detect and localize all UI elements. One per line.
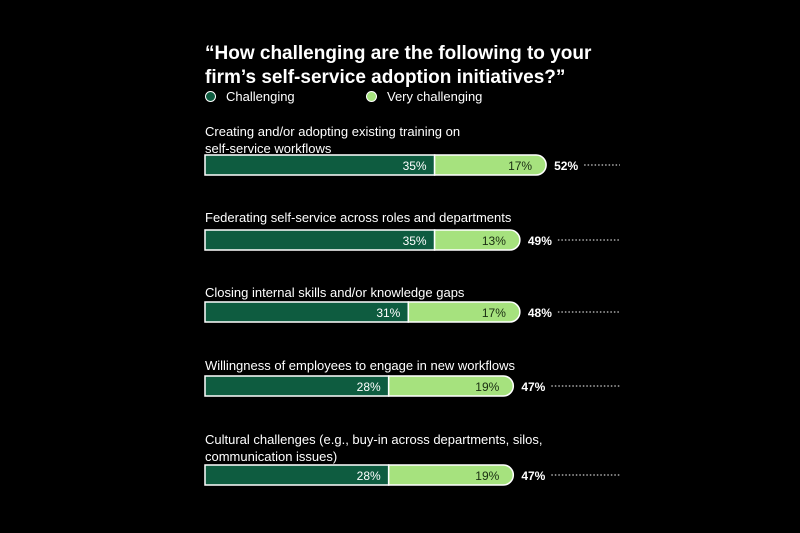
bar-very-challenging-1 — [433, 229, 521, 251]
bar-very-challenging-4 — [387, 464, 515, 486]
category-label-training: Creating and/or adopting existing traini… — [205, 124, 461, 156]
total-label-2: 48% — [528, 306, 552, 320]
legend-swatch-very-challenging — [366, 91, 377, 102]
value-label-challenging-1: 35% — [403, 234, 427, 248]
value-label-very-challenging-0: 17% — [508, 159, 532, 173]
value-label-very-challenging-1: 13% — [482, 234, 506, 248]
total-label-0: 52% — [554, 159, 578, 173]
value-label-very-challenging-2: 17% — [482, 306, 506, 320]
bar-challenging-0 — [204, 154, 436, 176]
legend-label-challenging: Challenging — [226, 89, 295, 104]
legend-item-very-challenging: Very challenging — [366, 89, 482, 104]
value-label-very-challenging-3: 19% — [475, 380, 499, 394]
bar-challenging-1 — [204, 229, 436, 251]
category-label-cultural: Cultural challenges (e.g., buy-in across… — [205, 432, 543, 464]
category-label-willingness: Willingness of employees to engage in ne… — [205, 358, 515, 373]
value-label-challenging-4: 28% — [357, 469, 381, 483]
value-label-challenging-3: 28% — [357, 380, 381, 394]
value-label-challenging-0: 35% — [403, 159, 427, 173]
category-label-federating: Federating self-service across roles and… — [205, 210, 512, 225]
total-label-1: 49% — [528, 234, 552, 248]
chart-title: “How challenging are the following to yo… — [205, 43, 592, 88]
value-label-very-challenging-4: 19% — [475, 469, 499, 483]
bar-very-challenging-2 — [407, 301, 521, 323]
category-label-skills-gaps: Closing internal skills and/or knowledge… — [205, 285, 465, 300]
legend-item-challenging: Challenging — [205, 89, 295, 104]
value-label-challenging-2: 31% — [376, 306, 400, 320]
bar-very-challenging-3 — [387, 375, 515, 397]
total-label-4: 47% — [521, 469, 545, 483]
total-label-3: 47% — [521, 380, 545, 394]
legend-swatch-challenging — [205, 91, 216, 102]
bar-very-challenging-0 — [433, 154, 547, 176]
legend-label-very-challenging: Very challenging — [387, 89, 483, 104]
